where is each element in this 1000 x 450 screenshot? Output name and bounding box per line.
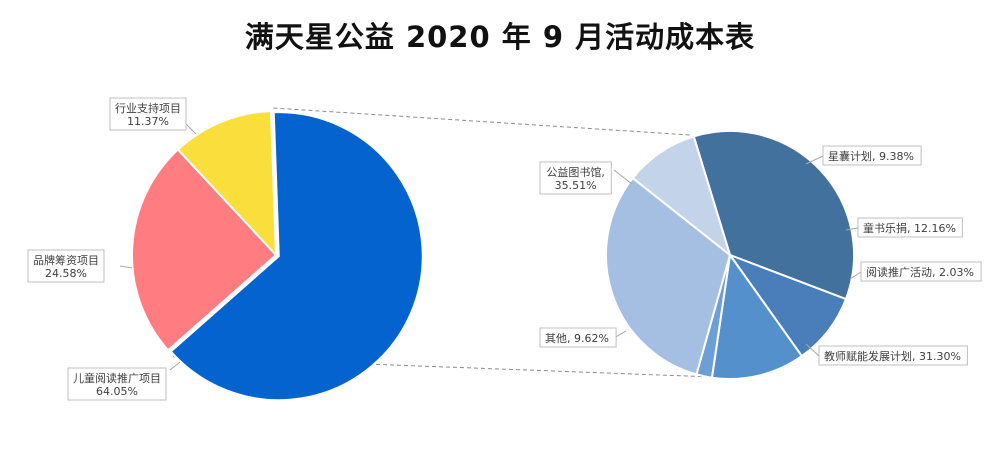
breakdown-pie-leader-1	[805, 155, 824, 165]
breakdown-pie-label-text-0-1: 35.51%	[555, 179, 597, 192]
breakdown-pie-slice-2	[710, 252, 804, 380]
breakdown-pie-label-box-1	[822, 145, 922, 166]
breakdown-pie-label-box-3	[860, 261, 982, 282]
main-pie-label-text-1-0: 品牌筹资项目	[33, 253, 99, 267]
breakdown-pie-label-text-4-0: 教师赋能发展计划, 31.30%	[824, 349, 961, 363]
main-pie-label-text-2-1: 11.37%	[127, 115, 169, 128]
main-pie-label-box-0	[67, 367, 167, 401]
breakdown-pie-label-text-5-0: 其他, 9.62%	[545, 332, 609, 345]
breakdown-pie-leader-4	[805, 343, 820, 357]
breakdown-pie-label-text-1-0: 星囊计划, 9.38%	[828, 149, 914, 163]
breakdown-pie-slice-0	[692, 130, 855, 301]
breakdown-pie-leader-2	[845, 227, 859, 231]
chart-title: 满天星公益 2020 年 9 月活动成本表	[244, 20, 756, 54]
breakdown-pie-leader-0	[613, 169, 633, 185]
breakdown-pie-label-5: 其他, 9.62%	[539, 327, 627, 348]
main-pie-label-box-2	[109, 97, 187, 131]
breakdown-pie-label-4: 教师赋能发展计划, 31.30%	[805, 343, 968, 366]
breakdown-pie-leader-3	[849, 271, 862, 280]
breakdown-pie-slice-5	[631, 135, 732, 258]
main-pie-slice-1	[131, 148, 278, 352]
breakdown-pie-label-box-0	[539, 161, 612, 195]
main-pie-label-text-0-1: 64.05%	[96, 385, 138, 398]
main-pie-leader-0	[169, 361, 181, 371]
breakdown-pie-label-box-4	[818, 345, 968, 366]
breakdown-pie-label-box-5	[539, 327, 617, 348]
main-pie-slice-2	[176, 110, 278, 258]
breakdown-pie-label-1: 星囊计划, 9.38%	[805, 145, 922, 166]
breakdown-pie-slice-4	[605, 176, 732, 376]
breakdown-pie-label-0: 公益图书馆,35.51%	[539, 161, 633, 195]
main-pie-label-text-2-0: 行业支持项目	[115, 101, 181, 115]
main-pie-leader-1	[119, 265, 133, 269]
breakdown-pie-label-text-2-0: 童书乐捐, 12.16%	[863, 221, 956, 235]
main-pie-label-text-1-1: 24.58%	[45, 267, 87, 280]
breakdown-pie-label-box-2	[857, 217, 963, 238]
breakdown-pie-label-3: 阅读推广活动, 2.03%	[849, 261, 982, 282]
main-pie-slice-0	[169, 111, 424, 402]
breakdown-pie-label-2: 童书乐捐, 12.16%	[845, 217, 963, 238]
breakdown-pie-label-text-0-0: 公益图书馆,	[546, 165, 605, 179]
breakdown-pie-label-text-3-0: 阅读推广活动, 2.03%	[866, 265, 974, 279]
main-pie-label-box-1	[27, 249, 105, 283]
main-pie-label-text-0-0: 儿童阅读推广项目	[73, 371, 161, 385]
breakdown-pie	[605, 130, 855, 380]
main-pie	[131, 110, 424, 402]
